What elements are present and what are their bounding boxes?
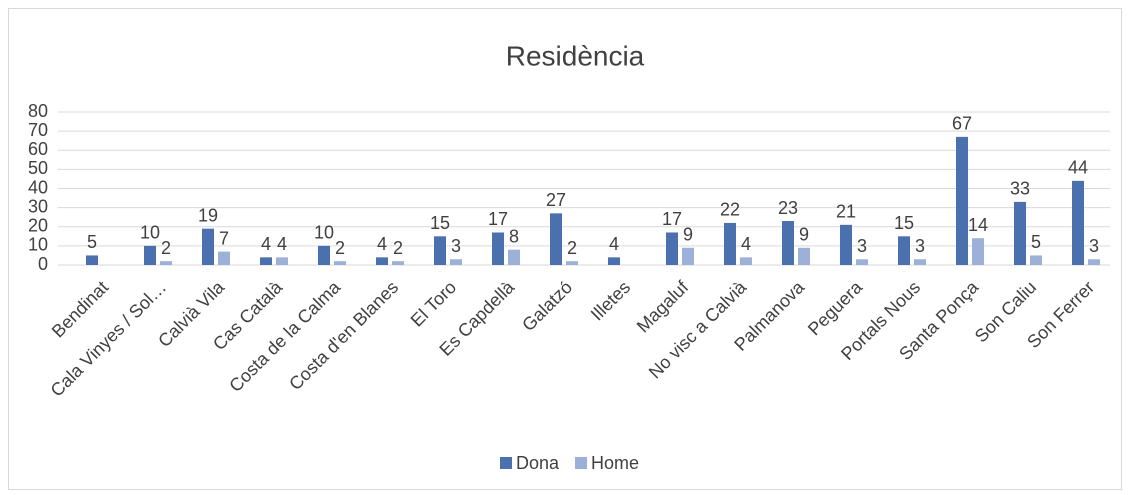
bar bbox=[566, 261, 578, 265]
y-tick-label: 60 bbox=[28, 139, 48, 159]
y-tick-label: 30 bbox=[28, 196, 48, 216]
bar bbox=[392, 261, 404, 265]
data-label: 3 bbox=[1089, 236, 1099, 256]
bar bbox=[782, 221, 794, 265]
bar bbox=[956, 136, 968, 265]
data-label: 8 bbox=[509, 226, 519, 246]
bar bbox=[682, 247, 694, 265]
y-tick-label: 10 bbox=[28, 235, 48, 255]
chart-frame bbox=[8, 8, 1122, 490]
data-label: 2 bbox=[161, 238, 171, 258]
bar bbox=[202, 228, 214, 265]
data-label: 17 bbox=[662, 209, 682, 229]
data-label: 44 bbox=[1068, 158, 1088, 178]
bar bbox=[798, 247, 810, 265]
data-label: 7 bbox=[219, 228, 229, 248]
data-label: 2 bbox=[393, 238, 403, 258]
bar bbox=[218, 251, 230, 265]
bar bbox=[334, 261, 346, 265]
data-label: 3 bbox=[451, 236, 461, 256]
bar bbox=[740, 257, 752, 265]
bar bbox=[434, 236, 446, 265]
data-label: 15 bbox=[894, 213, 914, 233]
y-tick-label: 0 bbox=[38, 254, 48, 274]
data-label: 23 bbox=[778, 198, 798, 218]
data-label: 9 bbox=[683, 225, 693, 245]
y-tick-label: 20 bbox=[28, 216, 48, 236]
data-label: 2 bbox=[335, 238, 345, 258]
legend-label: Dona bbox=[516, 453, 560, 473]
bar bbox=[450, 259, 462, 265]
data-label: 17 bbox=[488, 209, 508, 229]
bar bbox=[144, 245, 156, 265]
bar bbox=[86, 255, 98, 265]
data-label: 2 bbox=[567, 238, 577, 258]
bar bbox=[724, 222, 736, 265]
y-tick-label: 80 bbox=[28, 101, 48, 121]
data-label: 10 bbox=[140, 223, 160, 243]
y-tick-label: 40 bbox=[28, 177, 48, 197]
y-tick-label: 50 bbox=[28, 158, 48, 178]
bar bbox=[1014, 201, 1026, 265]
data-label: 67 bbox=[952, 114, 972, 134]
data-label: 27 bbox=[546, 190, 566, 210]
data-label: 15 bbox=[430, 213, 450, 233]
bar bbox=[318, 245, 330, 265]
bar bbox=[666, 232, 678, 265]
data-label: 5 bbox=[1031, 232, 1041, 252]
bar bbox=[276, 257, 288, 265]
bar bbox=[856, 259, 868, 265]
data-label: 4 bbox=[277, 234, 287, 254]
bar bbox=[260, 257, 272, 265]
legend-swatch bbox=[575, 457, 588, 469]
data-label: 10 bbox=[314, 223, 334, 243]
data-label: 4 bbox=[261, 234, 271, 254]
data-label: 4 bbox=[377, 234, 387, 254]
data-label: 3 bbox=[915, 236, 925, 256]
bar bbox=[508, 249, 520, 265]
bar bbox=[550, 213, 562, 265]
legend-label: Home bbox=[591, 453, 639, 473]
bar bbox=[972, 238, 984, 265]
bar bbox=[608, 257, 620, 265]
chart-title: Residència bbox=[506, 40, 645, 71]
bar bbox=[492, 232, 504, 265]
data-label: 3 bbox=[857, 236, 867, 256]
bar bbox=[1088, 259, 1100, 265]
bar bbox=[376, 257, 388, 265]
data-label: 22 bbox=[720, 200, 740, 220]
data-label: 4 bbox=[741, 234, 751, 254]
data-label: 33 bbox=[1010, 179, 1030, 199]
data-label: 19 bbox=[198, 205, 218, 225]
bar bbox=[1072, 180, 1084, 265]
bar bbox=[160, 261, 172, 265]
data-label: 14 bbox=[968, 215, 988, 235]
legend-swatch bbox=[500, 457, 512, 469]
bar bbox=[914, 259, 926, 265]
data-label: 21 bbox=[836, 202, 856, 222]
data-label: 4 bbox=[609, 234, 619, 254]
bar bbox=[898, 236, 910, 265]
data-label: 5 bbox=[87, 232, 97, 252]
data-label: 9 bbox=[799, 225, 809, 245]
bar bbox=[1030, 255, 1042, 265]
y-tick-label: 70 bbox=[28, 120, 48, 140]
bar bbox=[840, 224, 852, 265]
